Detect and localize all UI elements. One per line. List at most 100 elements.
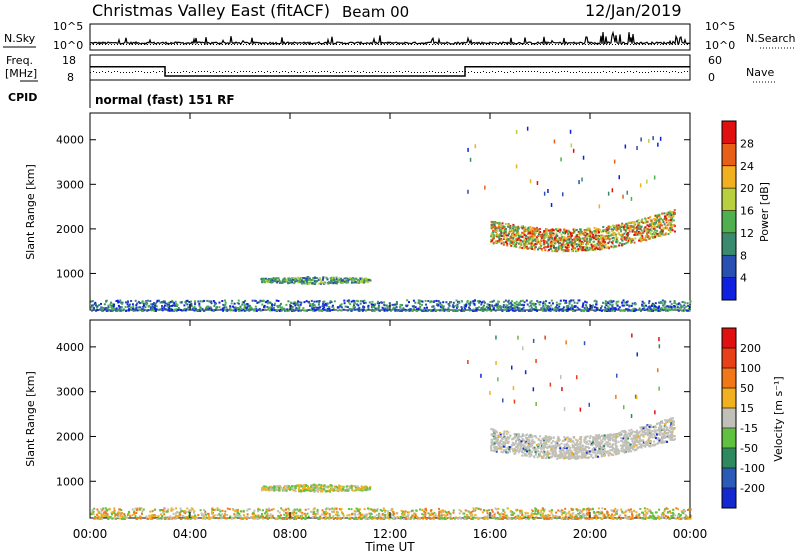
data-point — [564, 302, 567, 305]
data-point — [582, 155, 585, 160]
data-point — [363, 279, 366, 282]
nave-point — [519, 71, 520, 72]
data-point — [280, 302, 282, 305]
data-point — [685, 305, 688, 308]
data-point — [359, 517, 362, 520]
nave-point — [324, 71, 325, 72]
data-point — [102, 513, 105, 516]
nave-point — [444, 72, 445, 73]
data-point — [605, 230, 608, 233]
nsearch-point — [264, 44, 265, 45]
data-point — [669, 510, 671, 513]
nave-point — [138, 71, 139, 72]
data-point — [357, 279, 359, 281]
data-point — [646, 221, 649, 224]
data-point — [111, 307, 114, 310]
data-point — [538, 246, 541, 249]
data-point — [623, 301, 626, 304]
data-point — [588, 240, 591, 243]
data-point — [285, 303, 288, 306]
nsearch-point — [303, 44, 304, 45]
data-point — [91, 309, 94, 312]
data-point — [611, 300, 614, 303]
nave-point — [264, 72, 265, 73]
data-point — [543, 246, 546, 249]
nave-point — [195, 72, 196, 73]
data-point — [376, 308, 379, 311]
data-point — [520, 225, 523, 228]
data-point — [194, 517, 196, 520]
data-point — [648, 516, 651, 519]
data-point — [604, 309, 607, 312]
data-point — [643, 238, 646, 241]
y-tick-label: 1000 — [56, 267, 84, 280]
data-point — [234, 309, 237, 312]
data-point — [116, 299, 119, 302]
data-point — [558, 309, 561, 312]
data-point — [595, 303, 598, 306]
data-point — [185, 300, 188, 303]
data-point — [453, 517, 456, 520]
data-point — [328, 307, 331, 310]
data-point — [463, 309, 465, 312]
data-point — [322, 276, 325, 279]
data-point — [313, 276, 316, 279]
data-point — [104, 510, 107, 513]
data-point — [619, 309, 622, 312]
data-point — [548, 235, 551, 238]
data-point — [604, 238, 607, 241]
data-point — [347, 279, 350, 282]
data-point — [190, 509, 193, 512]
data-point — [285, 516, 287, 519]
data-point — [628, 230, 631, 233]
data-point — [512, 231, 515, 234]
data-point — [501, 222, 504, 225]
data-point — [303, 301, 306, 304]
data-point — [246, 305, 249, 308]
data-point — [503, 229, 506, 232]
data-point — [190, 507, 193, 510]
data-point — [581, 237, 584, 240]
data-point — [208, 309, 211, 311]
data-point — [128, 514, 131, 517]
data-point — [657, 234, 660, 237]
data-point — [515, 303, 518, 306]
data-point — [578, 308, 581, 311]
data-point — [650, 220, 653, 222]
nsearch-point — [216, 44, 217, 45]
data-point — [149, 300, 152, 303]
data-point — [562, 512, 565, 515]
data-point — [590, 304, 593, 307]
data-point — [666, 224, 669, 227]
data-point — [646, 231, 649, 234]
data-point — [295, 517, 298, 520]
data-point — [556, 239, 559, 242]
data-point — [207, 306, 210, 309]
data-point — [118, 309, 121, 312]
data-point — [499, 234, 502, 237]
data-point — [119, 511, 122, 514]
data-point — [417, 299, 420, 302]
data-point — [240, 309, 243, 312]
data-point — [594, 515, 597, 517]
data-point — [664, 224, 667, 227]
data-point — [164, 308, 167, 311]
data-point — [611, 242, 614, 245]
data-point — [421, 300, 424, 303]
nave-point — [576, 72, 577, 73]
data-point — [680, 510, 683, 513]
data-point — [648, 237, 651, 240]
data-point — [269, 513, 272, 516]
data-point — [404, 309, 407, 312]
data-point — [424, 309, 427, 312]
data-point — [598, 231, 600, 234]
data-point — [386, 307, 389, 310]
data-point — [93, 507, 96, 510]
data-point — [351, 308, 354, 311]
data-point — [594, 230, 597, 233]
data-point — [510, 241, 513, 244]
data-point — [265, 279, 268, 282]
colorbar-tick-label: 12 — [740, 227, 754, 240]
data-point — [575, 249, 578, 252]
data-point — [367, 281, 370, 284]
